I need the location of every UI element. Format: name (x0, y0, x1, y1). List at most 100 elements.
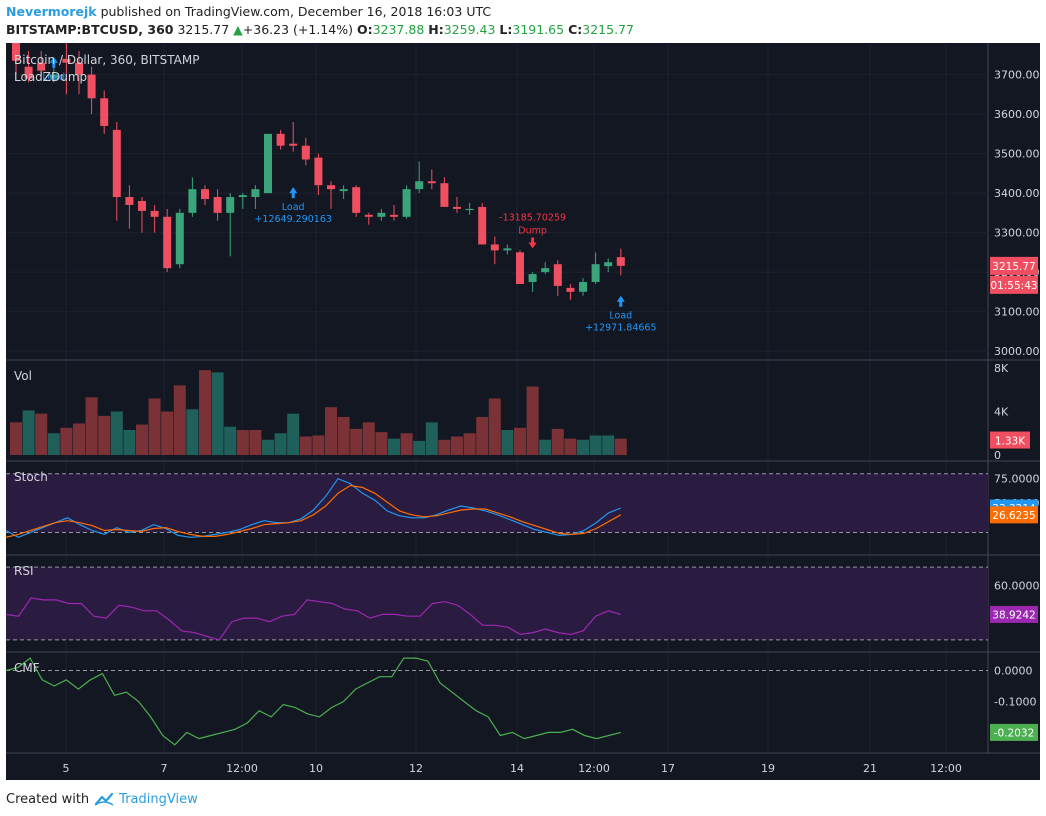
low-label: L: (499, 22, 513, 37)
candle-body (49, 74, 58, 79)
cmf-last-tag-text: -0.2032 (994, 727, 1035, 739)
load-signal-label: Load (282, 202, 305, 213)
volume-bar (476, 416, 489, 455)
close-label: C: (568, 22, 583, 37)
candle-body (390, 214, 398, 217)
tradingview-link[interactable]: TradingView (119, 791, 198, 807)
price-pane-title: Bitcoin / Dollar, 360, BITSTAMP (14, 53, 199, 67)
candle-body (339, 189, 348, 192)
volume-bar (551, 428, 564, 455)
candle-body (415, 181, 424, 190)
up-triangle-icon: ▲ (233, 22, 243, 37)
candle-body (251, 189, 260, 198)
candle-body (541, 268, 550, 273)
cmf-axis-tick-label: 0.0000 (994, 664, 1033, 677)
volume-bar (337, 416, 350, 455)
candle-body (352, 187, 361, 213)
volume-bar (85, 397, 98, 455)
candle-body (264, 133, 272, 194)
candle-body (87, 74, 96, 99)
candle-body (238, 195, 247, 198)
volume-last-tag (990, 431, 1030, 449)
volume-bar (602, 435, 615, 455)
volume-bar (199, 370, 211, 455)
publish-line: Nevermorejk published on TradingView.com… (6, 4, 1042, 20)
candle-body (327, 185, 335, 190)
volume-bar (148, 398, 161, 455)
volume-bar (186, 409, 199, 455)
candle-body (566, 287, 575, 292)
price-axis-tick-label: 3500.00 (994, 148, 1040, 161)
rsi-pane-title: RSI (14, 564, 34, 578)
x-axis-tick-label: 19 (761, 762, 775, 775)
cmf-pane-title: CMF (14, 661, 40, 675)
volume-bar (287, 413, 300, 455)
candle-body (314, 157, 323, 186)
chart-canvas[interactable]: 5 7 12:00 10 12 14 12:00 17 19 21 12:00 3000.00 3100… (6, 43, 1040, 780)
volume-bar (98, 415, 111, 455)
volume-bar (73, 423, 85, 455)
candle-body (402, 189, 411, 217)
candle-body (37, 62, 46, 71)
candle-body (616, 257, 625, 266)
volume-bar (224, 426, 237, 455)
price-axis-tick-label: 3000.00 (994, 345, 1040, 358)
x-axis-tick-label: 7 (161, 762, 168, 775)
candle-body (150, 210, 159, 217)
volume-bar (211, 372, 224, 455)
last-price: 3215.77 (177, 22, 230, 37)
author-link[interactable]: Nevermorejk (6, 4, 97, 19)
volume-bar (362, 422, 375, 455)
price-axis-tick-label: 3300.00 (994, 227, 1040, 240)
price-axis-tick-label: 3100.00 (994, 306, 1040, 319)
candle-body (138, 201, 146, 211)
load-signal-label: Load (609, 311, 632, 322)
rsi-last-tag-text: 38.9242 (992, 609, 1035, 621)
price-axis-tick-label: 3600.00 (994, 108, 1040, 121)
x-axis-tick-label: 5 (63, 762, 70, 775)
volume-bar (501, 429, 514, 455)
rsi-axis-tick-label: 60.0000 (994, 579, 1040, 592)
candle-body (175, 212, 184, 265)
x-axis-tick-label: 21 (863, 762, 877, 775)
candle-body (364, 214, 373, 217)
volume-bar (249, 429, 262, 455)
stoch-pane-title: Stoch (14, 470, 48, 484)
candle-body (591, 264, 600, 282)
candle-body (12, 43, 20, 61)
candle-body (377, 212, 386, 217)
volume-bar (10, 422, 22, 455)
close-value: 3215.77 (582, 22, 634, 37)
tradingview-cloud-icon (94, 792, 114, 806)
price-axis-tick-label: 3700.00 (994, 69, 1040, 82)
candle-body (478, 206, 487, 245)
load-signal-label: Load (42, 72, 65, 83)
volume-bar (539, 439, 552, 455)
volume-bar (589, 435, 602, 455)
candle-body (276, 133, 285, 146)
volume-bar (614, 438, 627, 455)
volume-bar (325, 407, 337, 455)
load-arrow-icon (49, 56, 58, 68)
volume-axis-tick-label: 4K (994, 406, 1009, 419)
volume-bar (299, 436, 312, 455)
chart-area[interactable]: 5 7 12:00 10 12 14 12:00 17 19 21 12:00 3000.00 3100… (6, 43, 1040, 780)
x-axis-tick-label: 12:00 (578, 762, 610, 775)
volume-bar (425, 422, 438, 455)
last-price-tag-text: 3215.77 (992, 261, 1035, 273)
rsi-series-line (6, 597, 621, 641)
candle-body (24, 66, 33, 79)
volume-bar (413, 440, 426, 455)
high-label: H: (428, 22, 444, 37)
candle-body (112, 129, 121, 198)
volume-bar (262, 439, 274, 455)
study-label: LoadZDump (14, 70, 87, 84)
rsi-band-fill (6, 567, 988, 640)
dump-arrow-icon (528, 237, 537, 249)
volume-bar (526, 386, 539, 455)
volume-bar (22, 410, 35, 455)
high-value: 3259.43 (443, 22, 496, 37)
volume-axis-tick-label: 8K (994, 362, 1009, 375)
countdown-tag-text: 01:55:43 (990, 280, 1037, 292)
stoch-band-fill (6, 473, 988, 533)
